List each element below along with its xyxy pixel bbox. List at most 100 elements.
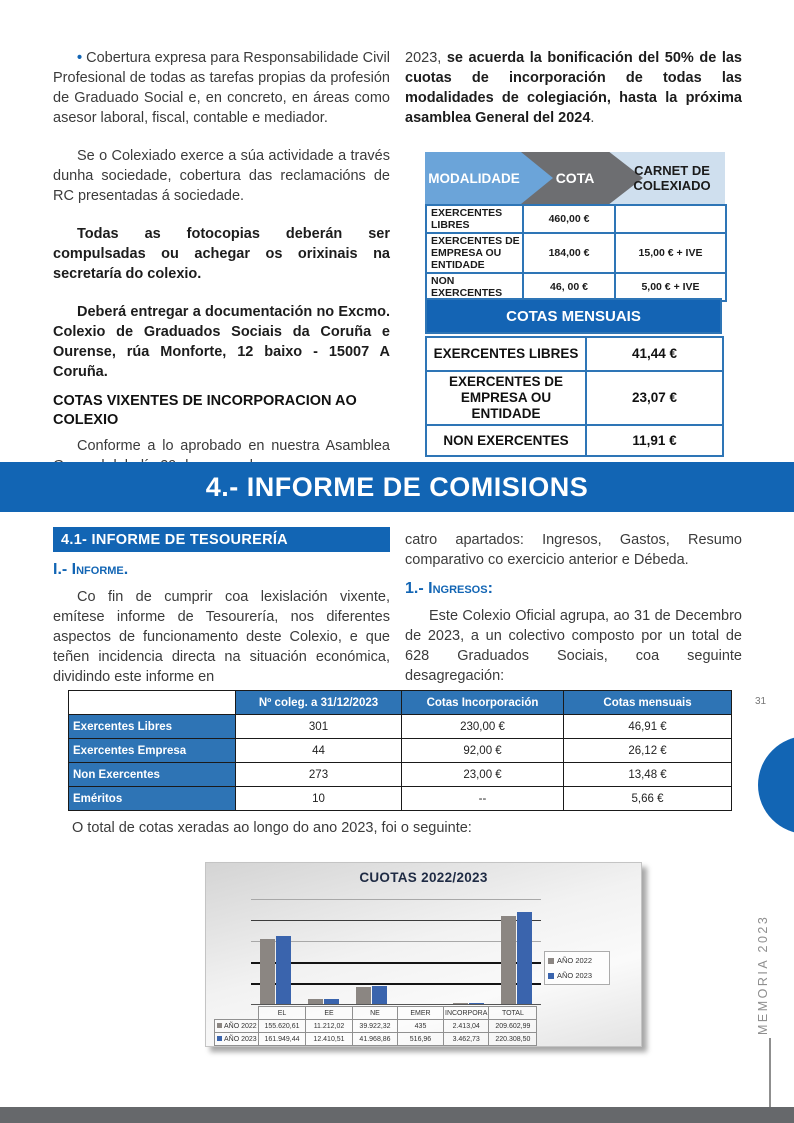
table-header-row: Nº coleg. a 31/12/2023 Cotas Incorporaci…	[68, 690, 732, 715]
chart-table-value: 220.308,50	[488, 1032, 538, 1046]
gridline	[251, 899, 541, 900]
chart-table-value: 12.410,51	[305, 1032, 353, 1046]
cell-value: 10	[235, 786, 402, 811]
table-row: NON EXERCENTES 11,91 €	[425, 424, 724, 457]
bottom-bar	[0, 1107, 794, 1123]
bar	[275, 936, 291, 1004]
colegiados-table: Nº coleg. a 31/12/2023 Cotas Incorporaci…	[68, 690, 732, 811]
chart-table-value: 209.602,99	[488, 1019, 538, 1033]
subsection-header-41: 4.1- INFORME DE TESOURERÍA	[53, 527, 390, 552]
cell-modalidade: NON EXERCENTES	[425, 272, 524, 302]
top-right-column: 2023, se acuerda la bonificación del 50%…	[405, 48, 742, 146]
chart-table-header: TOTAL	[488, 1006, 538, 1020]
bar-group-el	[259, 936, 291, 1004]
chart-table-header: EE	[305, 1006, 353, 1020]
bar	[307, 999, 323, 1004]
bar	[372, 986, 388, 1004]
chart-table-row: AÑO 2023 161.949,44 12.410,51 41.968,86 516,…	[214, 1032, 538, 1046]
chart-x-axis	[251, 1003, 541, 1005]
series-swatch-icon	[217, 1035, 222, 1041]
header-ncoleg: Nº coleg. a 31/12/2023	[235, 690, 402, 715]
informe-paragraph: Co fin de cumprir coa lexislación vixent…	[53, 589, 390, 685]
header-modalidade: MODALIDADE	[428, 170, 520, 186]
header-empty	[68, 690, 236, 715]
chart-table-header: NE	[352, 1006, 398, 1020]
cell-carnet: 5,00 € + IVE	[614, 272, 727, 302]
paragraph-cobertura: • Cobertura expresa para Responsabilidad…	[53, 50, 391, 126]
paragraph-fotocopias: Todas as fotocopias deberán ser compulsa…	[53, 226, 390, 282]
chart-table-value: 11.212,02	[305, 1019, 353, 1033]
bar	[468, 1002, 484, 1004]
cell-carnet	[614, 204, 727, 234]
bar	[356, 987, 372, 1004]
cell-cota: 184,00 €	[522, 232, 616, 274]
legend-item: AÑO 2022	[548, 956, 606, 965]
side-rule-line	[769, 1038, 771, 1108]
cell-label: Exercentes Libres	[68, 714, 236, 739]
cell-value: 230,00 €	[401, 714, 564, 739]
gridline	[251, 962, 541, 964]
chart-title: CUOTAS 2022/2023	[359, 870, 488, 885]
legend-swatch-icon	[548, 957, 554, 964]
cuotas-chart: CUOTAS 2022/2023 AÑO 2022 AÑO 2023 EL EE NE…	[205, 862, 642, 1047]
modalidade-table-body: EXERCENTES LIBRES 460,00 € EXERCENTES DE…	[425, 204, 727, 302]
paragraph-documentacion: Deberá entregar a documentación no Excmo…	[53, 304, 390, 380]
cell-value: 23,07 €	[585, 370, 724, 426]
memoria-side-label: MEMORIA 2023	[756, 914, 770, 1035]
paragraph-colexiado: Se o Colexiado exerce a súa actividade a…	[53, 148, 390, 204]
bar	[517, 911, 533, 1004]
gridline	[251, 941, 541, 942]
cell-value: 11,91 €	[585, 424, 724, 457]
cotas-mensuais-header: COTAS MENSUAIS	[425, 298, 722, 334]
cotas-mensuais-body: EXERCENTES LIBRES 41,44 € EXERCENTES DE …	[425, 336, 724, 457]
chart-table-header: INCORPORA	[442, 1006, 490, 1020]
header-incorporacion: Cotas Incorporación	[401, 690, 564, 715]
cell-modalidade: EXERCENTES LIBRES	[425, 204, 524, 234]
cell-value: 23,00 €	[401, 762, 564, 787]
legend-item: AÑO 2023	[548, 971, 606, 980]
bar-group-ne	[356, 986, 388, 1004]
cell-label: Exercentes Empresa	[68, 738, 236, 763]
modalidade-table-header: MODALIDADE COTA CARNET DE COLEXIADO	[425, 152, 725, 204]
cell-value: 5,66 €	[563, 786, 732, 811]
chart-table-value: 2.413,04	[442, 1019, 490, 1033]
cell-value: 301	[235, 714, 402, 739]
ingresos-paragraph: Este Colexio Oficial agrupa, ao 31 de De…	[405, 608, 742, 684]
ingresos-label: 1.- Ingresos:	[405, 580, 493, 597]
table-row: Exercentes Libres 301 230,00 € 46,91 €	[68, 714, 732, 739]
heading-cotas-vixentes: COTAS VIXENTES DE INCORPORACION AO COLEX…	[53, 393, 357, 428]
cell-value: 92,00 €	[401, 738, 564, 763]
chart-bars	[251, 899, 541, 1004]
cell-modalidade: EXERCENTES DE EMPRESA OU ENTIDADE	[425, 232, 524, 274]
chart-table-value: 516,96	[397, 1032, 444, 1046]
chart-table-value: 155.620,61	[258, 1019, 306, 1033]
cell-label: EXERCENTES LIBRES	[425, 336, 587, 372]
cell-value: --	[401, 786, 564, 811]
section-left-column: 4.1- INFORME DE TESOURERÍA I.- Informe. …	[53, 527, 390, 687]
header-carnet: CARNET DE COLEXIADO	[633, 163, 711, 193]
chart-table-value: 3.462,73	[442, 1032, 490, 1046]
modalidade-table: MODALIDADE COTA CARNET DE COLEXIADO EXER…	[425, 152, 727, 302]
cell-value: 26,12 €	[563, 738, 732, 763]
section-right-column: catro apartados: Ingresos, Gastos, Resum…	[405, 530, 742, 686]
chart-data-table: EL EE NE EMER INCORPORA TOTAL AÑO 2022 155.620,…	[214, 1006, 538, 1046]
cell-label: EXERCENTES DE EMPRESA OU ENTIDADE	[425, 370, 587, 426]
cell-carnet: 15,00 € + IVE	[614, 232, 727, 274]
total-cotas-line: O total de cotas xeradas ao longo do ano…	[72, 820, 472, 836]
table-row: EXERCENTES LIBRES 460,00 €	[425, 204, 727, 234]
chart-table-value: 39.922,32	[352, 1019, 398, 1033]
paragraph-bonificacion: 2023, se acuerda la bonificación del 50%…	[405, 50, 742, 126]
section-banner-title: 4.- INFORME DE COMISIONS	[205, 471, 589, 502]
chart-table-value: 161.949,44	[258, 1032, 306, 1046]
chart-table-header: EL	[258, 1006, 306, 1020]
table-row: NON EXERCENTES 46, 00 € 5,00 € + IVE	[425, 272, 727, 302]
header-cota: COTA	[555, 170, 595, 186]
series-swatch-icon	[217, 1022, 222, 1028]
cell-cota: 460,00 €	[522, 204, 616, 234]
bar-group-total	[501, 911, 533, 1004]
cell-cota: 46, 00 €	[522, 272, 616, 302]
table-row: Exercentes Empresa 44 92,00 € 26,12 €	[68, 738, 732, 763]
section-banner: 4.- INFORME DE COMISIONS	[0, 462, 794, 512]
cell-value: 44	[235, 738, 402, 763]
